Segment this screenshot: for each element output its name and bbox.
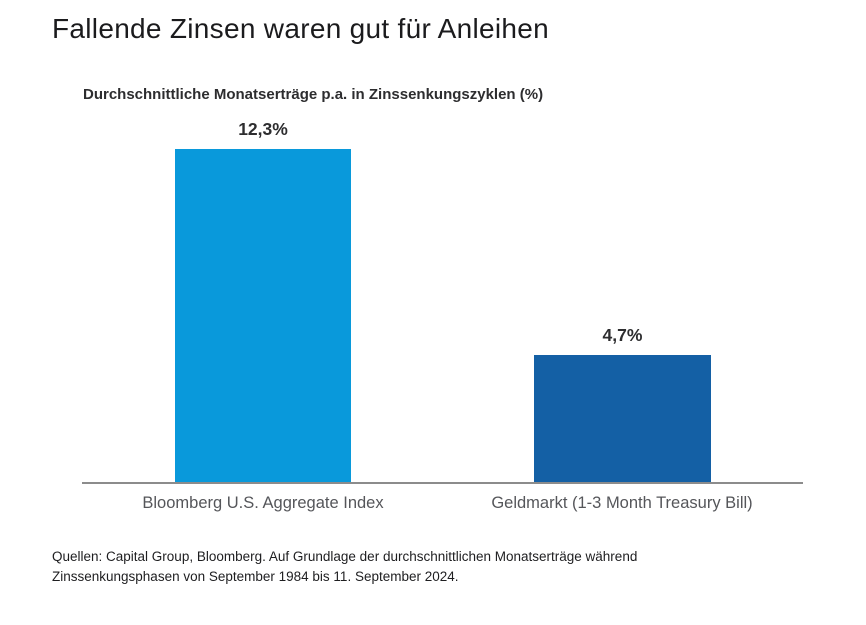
x-axis-line xyxy=(82,482,803,484)
chart-subtitle: Durchschnittliche Monatserträge p.a. in … xyxy=(83,86,544,103)
source-note-line-2: Zinssenkungsphasen von September 1984 bi… xyxy=(52,569,459,584)
source-note-line-1: Quellen: Capital Group, Bloomberg. Auf G… xyxy=(52,549,638,564)
bar-aggregate-index xyxy=(175,149,351,482)
bar-money-market xyxy=(534,355,711,482)
bar-value-label-money-market: 4,7% xyxy=(602,325,643,345)
category-label-money-market: Geldmarkt (1-3 Month Treasury Bill) xyxy=(491,494,753,512)
page-title: Fallende Zinsen waren gut für Anleihen xyxy=(52,13,550,44)
bar-value-label-aggregate-index: 12,3% xyxy=(238,119,288,139)
source-note: Quellen: Capital Group, Bloomberg. Auf G… xyxy=(52,547,637,587)
bar-group-money-market: 4,7% xyxy=(534,325,711,482)
bar-group-aggregate-index: 12,3% xyxy=(175,119,351,482)
category-label-aggregate-index: Bloomberg U.S. Aggregate Index xyxy=(142,494,384,512)
